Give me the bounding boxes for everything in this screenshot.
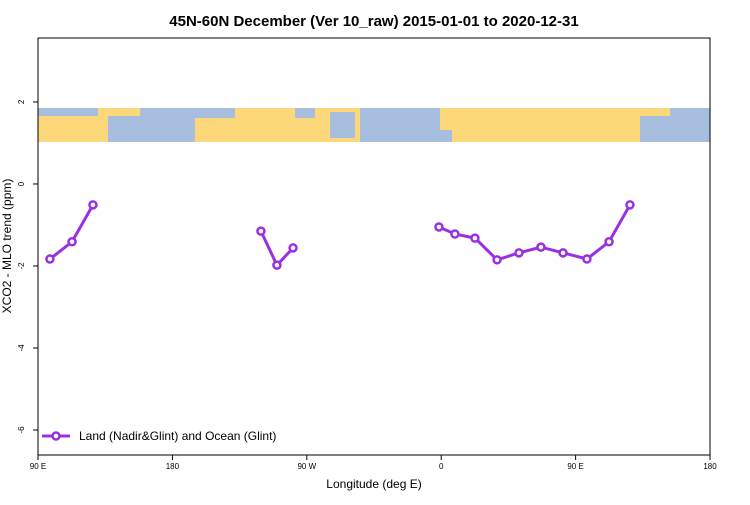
x-tick-label: 180 (166, 462, 180, 471)
map-ocean (440, 130, 452, 142)
map-ocean (38, 108, 98, 116)
data-point (558, 248, 568, 258)
data-point (67, 237, 77, 247)
data-point (625, 200, 635, 210)
data-point (88, 200, 98, 210)
data-point (582, 254, 592, 264)
map-ocean (295, 108, 315, 118)
data-point (514, 248, 524, 258)
y-tick-label: 2 (17, 99, 26, 104)
x-tick-label: 90 E (30, 462, 46, 471)
map-ocean (330, 112, 355, 138)
legend-label: Land (Nadir&Glint) and Ocean (Glint) (79, 429, 276, 443)
data-point (492, 255, 502, 265)
y-tick-label: -6 (17, 426, 26, 434)
map-ocean (360, 108, 440, 142)
series-line (438, 204, 632, 262)
data-point (604, 237, 614, 247)
x-tick-label: 90 W (297, 462, 316, 471)
data-point (450, 229, 460, 239)
plot-frame (37, 37, 711, 456)
y-tick-label: -4 (17, 344, 26, 352)
x-tick-label: 180 (703, 462, 717, 471)
y-tick-label: 0 (17, 181, 26, 186)
map-ocean (670, 108, 710, 142)
map-ocean (195, 108, 235, 118)
legend-marker (51, 431, 61, 441)
data-point (45, 254, 55, 264)
map-ocean (640, 116, 670, 142)
chart-title: 45N-60N December (Ver 10_raw) 2015-01-01… (169, 13, 578, 30)
map-band (38, 108, 710, 142)
data-point (256, 226, 266, 236)
data-point (434, 222, 444, 232)
y-axis-label: XCO2 - MLO trend (ppm) (0, 179, 14, 314)
y-tick-label: -2 (17, 262, 26, 270)
data-point (288, 243, 298, 253)
series-line (49, 204, 95, 261)
map-ocean (140, 108, 195, 142)
data-point (536, 242, 546, 252)
map-ocean (108, 116, 140, 142)
series-line (259, 230, 295, 268)
data-point (470, 233, 480, 243)
x-axis-label: Longitude (deg E) (326, 477, 421, 491)
x-tick-label: 90 E (567, 462, 583, 471)
data-point (272, 260, 282, 270)
x-tick-label: 0 (439, 462, 444, 471)
